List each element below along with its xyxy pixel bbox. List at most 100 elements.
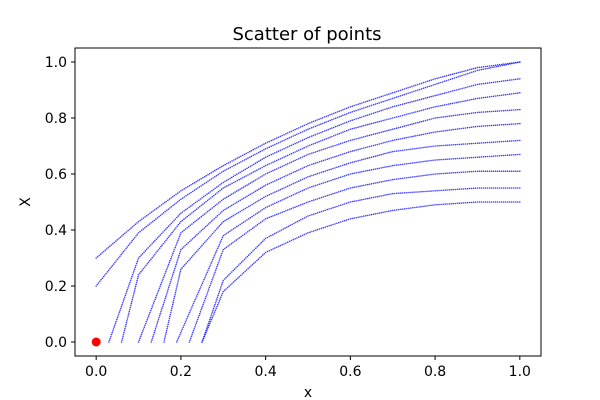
y-tick-label: 0.0 (45, 335, 67, 351)
scatter-point (361, 102, 363, 104)
scatter-point (95, 257, 97, 259)
scatter-point (214, 204, 217, 207)
scatter-point (307, 145, 309, 147)
scatter-point (515, 62, 517, 64)
scatter-point (408, 162, 410, 165)
scatter-point (122, 233, 125, 236)
scatter-point (397, 138, 400, 141)
scatter-point (474, 84, 477, 86)
scatter-point (453, 102, 456, 104)
plot-frame (74, 47, 542, 357)
scatter-point (263, 143, 265, 145)
scatter-point (307, 164, 309, 167)
scatter-point (486, 110, 489, 113)
scatter-point (167, 225, 170, 227)
scatter-point (412, 176, 414, 178)
scatter-point (310, 126, 313, 129)
scatter-point (492, 187, 495, 189)
scatter-point (209, 316, 212, 319)
scatter-point (167, 236, 170, 238)
scatter-point (178, 335, 180, 338)
scatter-point (166, 209, 168, 212)
scatter-point (205, 174, 208, 177)
scatter-point (320, 117, 322, 120)
scatter-point (174, 218, 177, 220)
scatter-point (288, 208, 291, 211)
scatter-point (286, 137, 289, 140)
scatter-point (227, 167, 230, 170)
scatter-point (251, 203, 253, 206)
scatter-point (181, 247, 184, 249)
scatter-point (519, 139, 521, 142)
scatter-point (164, 297, 166, 300)
scatter-point (288, 184, 291, 187)
scatter-point (519, 122, 521, 125)
scatter-point (462, 188, 465, 190)
scatter-point (286, 154, 289, 157)
scatter-point (324, 226, 327, 228)
scatter-point (224, 233, 226, 236)
scatter-point (185, 187, 187, 189)
scatter-point (339, 165, 342, 167)
scatter-point (220, 165, 223, 168)
scatter-point (482, 96, 485, 99)
scatter-point (422, 120, 425, 122)
scatter-point (175, 202, 177, 204)
scatter-point (170, 307, 173, 310)
scatter-point (298, 219, 301, 222)
scatter-point (508, 170, 511, 172)
scatter-point (448, 129, 451, 131)
scatter-point (460, 157, 463, 160)
scatter-point (182, 265, 185, 268)
scatter-point (203, 175, 206, 178)
scatter-point (342, 114, 344, 117)
scatter-point (199, 288, 201, 290)
scatter-point (188, 214, 190, 217)
scatter-point (339, 221, 342, 223)
scatter-point (156, 322, 159, 324)
scatter-point (399, 138, 402, 140)
scatter-point (254, 201, 257, 204)
scatter-point (341, 175, 344, 178)
scatter-point (418, 175, 420, 177)
scatter-point (393, 105, 396, 108)
scatter-point (365, 114, 367, 117)
scatter-point (391, 117, 394, 119)
scatter-point (380, 211, 383, 214)
scatter-point (279, 158, 282, 160)
scatter-point (177, 223, 180, 226)
scatter-point (416, 191, 418, 193)
scatter-point (259, 198, 262, 201)
scatter-point (249, 173, 251, 175)
scatter-point (519, 108, 521, 111)
scatter-point (210, 262, 212, 264)
scatter-point (160, 282, 163, 284)
scatter-point (141, 269, 144, 271)
scatter-point (478, 69, 481, 71)
scatter-point (277, 200, 280, 203)
scatter-point (305, 216, 308, 218)
scatter-point (480, 156, 483, 158)
scatter-point (137, 274, 140, 276)
scatter-point (256, 223, 259, 226)
scatter-point (426, 96, 429, 99)
scatter-point (401, 94, 404, 96)
scatter-point (504, 93, 507, 96)
scatter-point (328, 180, 331, 182)
scatter-point (286, 185, 289, 187)
scatter-point (422, 146, 424, 149)
scatter-point (443, 80, 446, 82)
scatter-point (206, 271, 208, 274)
scatter-point (508, 109, 511, 112)
scatter-point (340, 123, 343, 126)
scatter-point (434, 83, 436, 86)
scatter-point (245, 269, 248, 271)
scatter-point (332, 192, 334, 195)
scatter-point (384, 130, 386, 132)
scatter-point (336, 177, 338, 180)
scatter-point (443, 92, 446, 94)
scatter-point (268, 171, 271, 174)
scatter-point (167, 263, 170, 266)
scatter-point (268, 205, 271, 207)
scatter-point (152, 210, 154, 212)
